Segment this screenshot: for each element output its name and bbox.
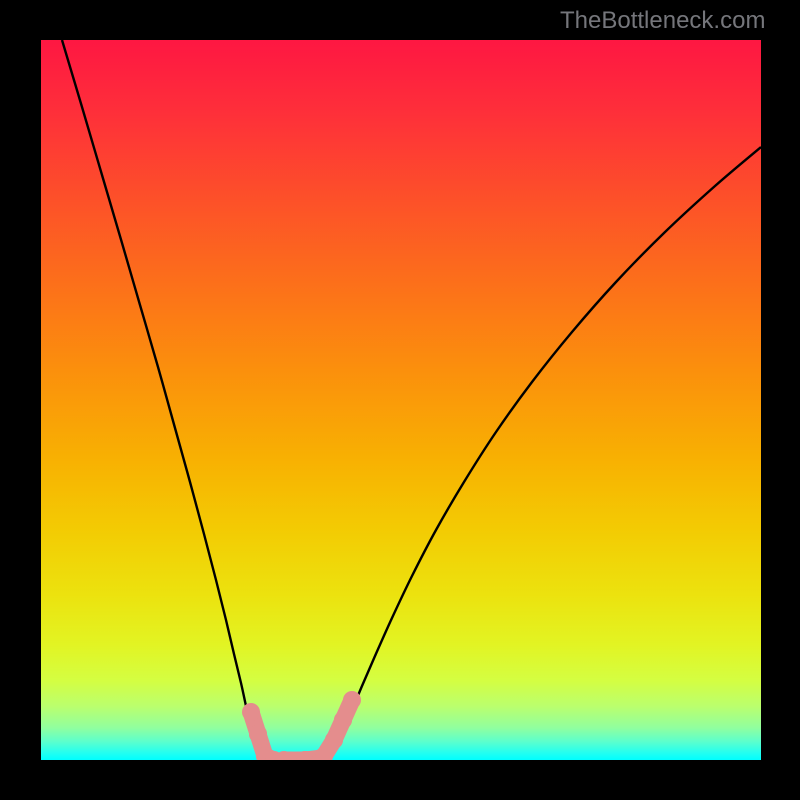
bottleneck-chart <box>41 40 761 760</box>
marker-cap <box>325 731 343 749</box>
stage: TheBottleneck.com <box>0 0 800 800</box>
watermark-text: TheBottleneck.com <box>560 7 765 35</box>
chart-background <box>41 40 761 760</box>
marker-cap <box>334 711 352 729</box>
marker-cap <box>242 703 260 721</box>
marker-cap <box>249 725 267 743</box>
marker-cap <box>343 691 361 709</box>
